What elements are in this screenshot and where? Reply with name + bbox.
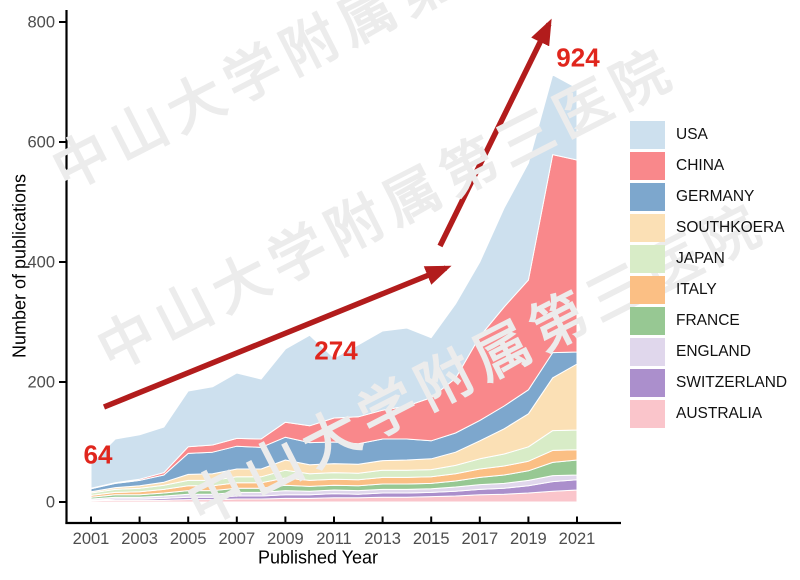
trend-arrows [102, 18, 552, 410]
trend-arrow-2 [437, 18, 552, 248]
legend-swatch-italy [630, 276, 665, 304]
legend-item-southkoera: SOUTHKOERA [630, 214, 787, 242]
legend-swatch-china [630, 152, 665, 180]
legend-item-australia: AUSTRALIA [630, 400, 787, 428]
legend-label-usa: USA [676, 126, 708, 143]
x-tick-label: 2019 [510, 530, 547, 548]
x-tick-label: 2013 [364, 530, 401, 548]
tick-labels: 0 200 400 600 800 2001 2003 2005 2007 2009 2011 201… [27, 14, 595, 549]
legend: USA CHINA GERMANY SOUTHKOERA JAPAN ITALY FRANC… [630, 121, 787, 428]
legend-swatch-japan [630, 245, 665, 273]
trend-arrow-1 [102, 265, 452, 410]
legend-swatch-southkoera [630, 214, 665, 242]
y-tick-label: 600 [27, 134, 55, 152]
annotation-64: 64 [83, 439, 113, 470]
x-tick-label: 2005 [170, 530, 207, 548]
legend-item-england: ENGLAND [630, 338, 787, 366]
stacked-areas [90, 74, 578, 503]
x-axis-title: Published Year [257, 547, 379, 568]
axes [59, 10, 621, 525]
x-tick-label: 2009 [267, 530, 304, 548]
legend-label-italy: ITALY [676, 281, 717, 298]
legend-label-germany: GERMANY [676, 188, 755, 205]
legend-item-france: FRANCE [630, 307, 787, 335]
y-tick-label: 400 [27, 254, 55, 272]
x-tick-label: 2011 [316, 530, 351, 548]
legend-swatch-usa [630, 121, 665, 149]
legend-item-germany: GERMANY [630, 183, 787, 211]
legend-item-japan: JAPAN [630, 245, 787, 273]
x-tick-label: 2021 [559, 530, 596, 548]
y-tick-label: 200 [27, 374, 55, 392]
legend-label-china: CHINA [676, 157, 725, 174]
annotation-274: 274 [314, 335, 358, 366]
legend-label-england: ENGLAND [676, 343, 751, 360]
legend-label-switzerland: SWITZERLAND [676, 374, 788, 391]
x-tick-label: 2007 [218, 530, 255, 548]
y-axis-title: Number of publications [9, 173, 30, 359]
legend-swatch-germany [630, 183, 665, 211]
x-tick-label: 2015 [413, 530, 450, 548]
legend-item-usa: USA [630, 121, 787, 149]
x-tick-label: 2003 [121, 530, 158, 548]
legend-swatch-australia [630, 400, 665, 428]
legend-swatch-england [630, 338, 665, 366]
y-tick-label: 800 [27, 14, 55, 32]
legend-label-southkoera: SOUTHKOERA [676, 219, 785, 236]
area-usa [90, 74, 578, 489]
x-tick-label: 2017 [461, 530, 498, 548]
legend-label-france: FRANCE [676, 312, 740, 329]
legend-swatch-switzerland [630, 369, 665, 397]
y-tick-label: 0 [46, 494, 55, 512]
legend-swatch-france [630, 307, 665, 335]
annotation-924: 924 [556, 42, 600, 73]
legend-item-italy: ITALY [630, 276, 787, 304]
legend-item-china: CHINA [630, 152, 787, 180]
legend-item-switzerland: SWITZERLAND [630, 369, 787, 397]
legend-label-japan: JAPAN [676, 250, 725, 267]
x-tick-label: 2001 [73, 530, 110, 548]
legend-label-australia: AUSTRALIA [676, 405, 763, 422]
